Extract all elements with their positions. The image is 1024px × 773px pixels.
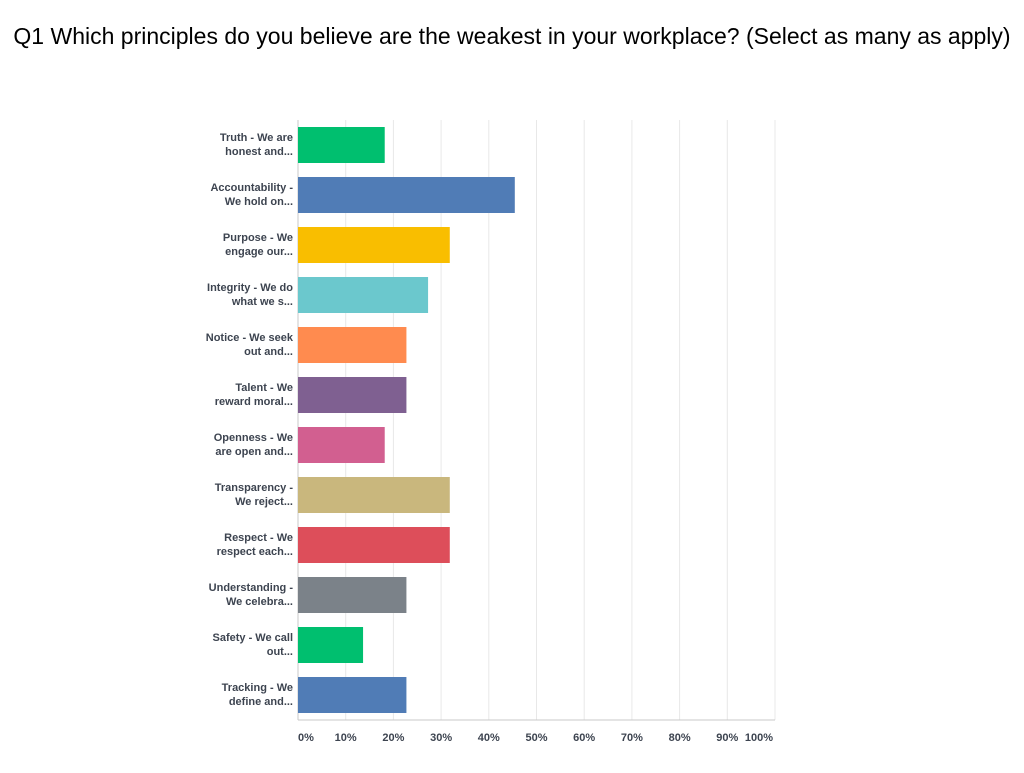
bar xyxy=(298,477,450,513)
y-tick-label: Integrity - We do what we s... xyxy=(207,282,293,308)
bar xyxy=(298,227,450,263)
bar xyxy=(298,627,364,663)
y-tick-label: Respect - We respect each... xyxy=(216,532,293,558)
x-tick-label: 80% xyxy=(669,732,691,744)
bar xyxy=(298,377,407,413)
y-tick-label: Talent - We reward moral... xyxy=(214,382,293,408)
x-tick-label: 70% xyxy=(621,732,643,744)
x-tick-label: 20% xyxy=(382,732,404,744)
y-tick-label: Transparency - We reject... xyxy=(214,482,293,508)
y-tick-label: Accountability - We hold on... xyxy=(210,182,293,208)
x-tick-label: 100% xyxy=(745,732,773,744)
bar xyxy=(298,127,385,163)
y-tick-label: Notice - We seek out and... xyxy=(205,332,293,358)
x-tick-label: 0% xyxy=(298,732,314,744)
x-tick-label: 10% xyxy=(335,732,357,744)
x-tick-label: 30% xyxy=(430,732,452,744)
y-tick-label: Purpose - We engage our... xyxy=(222,232,293,258)
bar xyxy=(298,427,385,463)
x-tick-label: 60% xyxy=(573,732,595,744)
chart-title: Q1 Which principles do you believe are t… xyxy=(13,23,1011,49)
y-tick-label: Truth - We are honest and... xyxy=(219,132,293,158)
x-tick-label: 90% xyxy=(716,732,738,744)
bar xyxy=(298,677,407,713)
bar xyxy=(298,327,407,363)
y-tick-label: Openness - We are open and... xyxy=(213,432,293,458)
bar xyxy=(298,527,450,563)
x-tick-label: 50% xyxy=(525,732,547,744)
y-tick-label: Tracking - We define and... xyxy=(221,682,293,708)
y-tick-label: Safety - We call out... xyxy=(212,632,294,658)
bar xyxy=(298,577,407,613)
bar xyxy=(298,177,515,213)
x-tick-label: 40% xyxy=(478,732,500,744)
bar xyxy=(298,277,429,313)
y-tick-label: Understanding - We celebra... xyxy=(208,582,293,608)
